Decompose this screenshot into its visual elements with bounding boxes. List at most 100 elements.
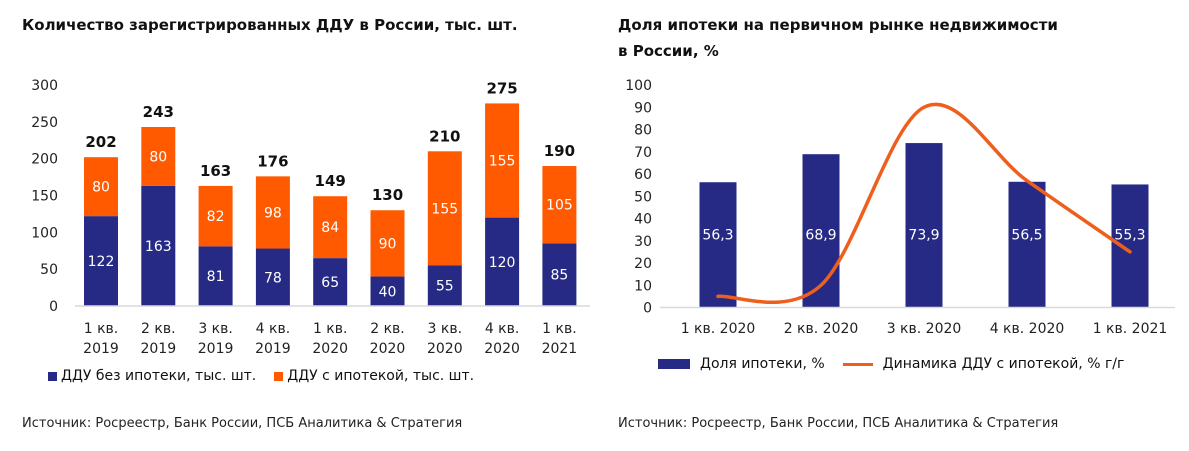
bar-no-mortgage (198, 246, 233, 306)
total-label: 243 (143, 103, 174, 121)
legend-item-mortgage: ДДУ с ипотекой, тыс. шт. (274, 368, 474, 384)
x-tick-label: 2019 (255, 341, 291, 357)
bar-no-mortgage (141, 185, 176, 306)
bar-mortgage (84, 157, 118, 217)
total-label: 275 (486, 79, 517, 97)
x-tick-label: 2020 (370, 341, 406, 357)
x-tick-label: 2020 (427, 341, 463, 357)
y-tick-label: 100 (31, 225, 58, 241)
data-label: 78 (264, 270, 282, 286)
data-label: 90 (379, 236, 397, 252)
right-source: Источник: Росреестр, Банк России, ПСБ Ан… (618, 416, 1059, 431)
legend-swatch-navy (48, 371, 57, 381)
right-legend: Доля ипотеки, % Динамика ДДУ с ипотекой,… (658, 356, 1124, 372)
y-tick-label: 30 (634, 234, 652, 250)
bar-mortgage (370, 210, 405, 277)
bar-mortgage-share (802, 154, 840, 308)
y-tick-label: 40 (634, 212, 652, 228)
left-chart-title: Количество зарегистрированных ДДУ в Росс… (22, 16, 518, 34)
data-label: 163 (145, 239, 172, 255)
y-tick-label: 80 (634, 123, 652, 139)
legend-item-no-mortgage: ДДУ без ипотеки, тыс. шт. (48, 368, 256, 384)
y-tick-label: 50 (40, 262, 58, 278)
y-tick-label: 90 (634, 100, 652, 116)
y-tick-label: 60 (634, 167, 652, 183)
data-label: 40 (379, 284, 397, 300)
x-tick-label: 2020 (484, 341, 520, 357)
y-tick-label: 300 (31, 78, 58, 94)
bar-mortgage (427, 151, 462, 266)
data-label: 82 (207, 209, 225, 225)
x-tick-label: 2 кв. 2020 (784, 321, 859, 337)
data-label: 68,9 (805, 228, 836, 244)
data-label: 55 (436, 279, 454, 295)
y-tick-label: 10 (634, 278, 652, 294)
data-label: 155 (489, 154, 516, 170)
x-tick-label: 1 кв. (542, 321, 577, 337)
total-label: 190 (544, 142, 575, 160)
x-tick-label: 1 кв. 2020 (681, 321, 756, 337)
bar-mortgage (485, 103, 520, 218)
data-label: 80 (92, 180, 110, 196)
line-ddu-mortgage-dynamics (716, 102, 1132, 304)
bar-no-mortgage (542, 243, 577, 306)
data-label: 120 (489, 255, 516, 271)
data-label: 65 (321, 275, 339, 291)
bar-mortgage (255, 176, 290, 249)
bar-mortgage (542, 166, 577, 244)
total-label: 149 (315, 172, 346, 190)
y-tick-label: 150 (31, 189, 58, 205)
bar-no-mortgage (255, 248, 290, 306)
y-tick-label: 100 (625, 78, 652, 94)
bar-no-mortgage (485, 217, 520, 306)
x-tick-label: 3 кв. 2020 (887, 321, 962, 337)
right-chart-title: Доля ипотеки на первичном рынке недвижим… (618, 12, 1058, 64)
data-label: 56,5 (1011, 228, 1042, 244)
y-tick-label: 50 (634, 189, 652, 205)
legend-label: Доля ипотеки, % (700, 356, 825, 372)
bar-mortgage (313, 196, 348, 259)
x-tick-label: 4 кв. (485, 321, 520, 337)
y-tick-label: 20 (634, 256, 652, 272)
x-tick-label: 2019 (198, 341, 234, 357)
total-label: 210 (429, 127, 460, 145)
data-label: 122 (88, 254, 115, 270)
data-label: 84 (321, 220, 339, 236)
legend-label: ДДУ без ипотеки, тыс. шт. (61, 368, 257, 384)
bar-mortgage-share (905, 143, 943, 308)
legend-swatch-line (842, 362, 873, 366)
total-label: 130 (372, 186, 403, 204)
data-label: 80 (149, 149, 167, 165)
data-label: 105 (546, 198, 573, 214)
x-tick-label: 1 кв. (313, 321, 348, 337)
data-label: 98 (264, 205, 282, 221)
x-tick-label: 2019 (140, 341, 176, 357)
left-source: Источник: Росреестр, Банк России, ПСБ Ан… (22, 416, 463, 431)
legend-item-share: Доля ипотеки, % (658, 356, 825, 372)
x-tick-label: 2 кв. (141, 321, 176, 337)
y-tick-label: 250 (31, 115, 58, 131)
legend-swatch-navy (658, 359, 690, 369)
bar-mortgage-share (1111, 184, 1149, 308)
legend-label: Динамика ДДУ с ипотекой, % г/г (882, 356, 1125, 372)
x-tick-label: 3 кв. (198, 321, 233, 337)
total-label: 202 (85, 133, 116, 151)
bar-no-mortgage (370, 276, 405, 306)
bar-no-mortgage (84, 216, 118, 306)
y-tick-label: 200 (31, 152, 58, 168)
x-tick-label: 2020 (312, 341, 348, 357)
y-tick-label: 0 (643, 301, 652, 317)
data-label: 155 (431, 201, 458, 217)
data-label: 56,3 (702, 228, 733, 244)
y-tick-label: 0 (49, 299, 58, 315)
x-tick-label: 3 кв. (428, 321, 463, 337)
bar-mortgage (141, 126, 176, 186)
legend-item-dynamics: Динамика ДДУ с ипотекой, % г/г (842, 356, 1125, 372)
data-label: 85 (550, 268, 568, 284)
x-tick-label: 4 кв. 2020 (990, 321, 1065, 337)
x-tick-label: 4 кв. (256, 321, 291, 337)
right-chart-title-line1: Доля ипотеки на первичном рынке недвижим… (618, 16, 1058, 34)
x-tick-label: 2019 (83, 341, 119, 357)
right-chart-title-line2: в России, % (618, 42, 719, 60)
